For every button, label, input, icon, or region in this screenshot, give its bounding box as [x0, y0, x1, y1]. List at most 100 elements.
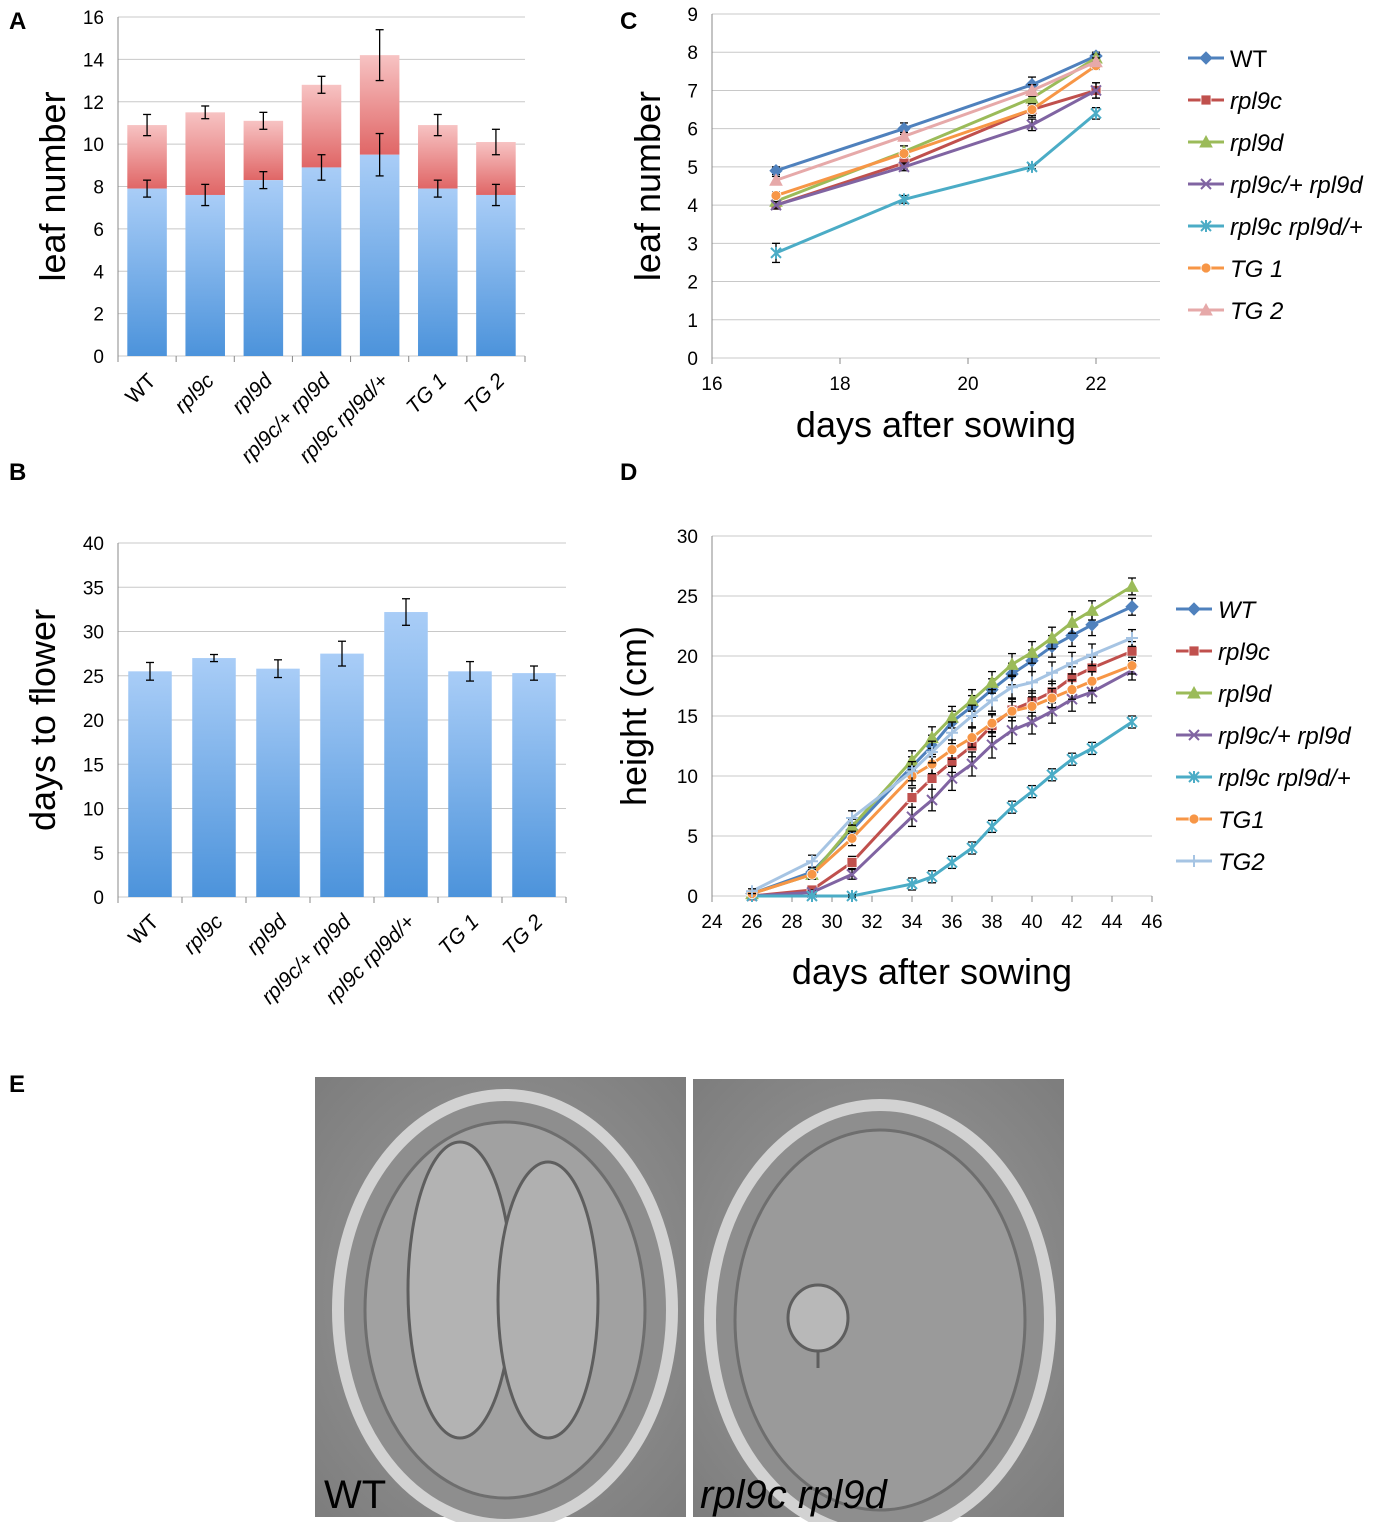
chart-c-series-5-marker-1 [898, 148, 910, 159]
chart-d-series-6-marker-1 [806, 855, 818, 868]
chart-d-series-4-marker-10 [1046, 768, 1058, 781]
chart-c-legend-label-6: TG 2 [1230, 298, 1283, 325]
chart-d-series-6-marker-2 [846, 812, 858, 824]
chart-c-legend-label-4: rpl9c rpl9d/+ [1230, 214, 1363, 241]
chart-d-series-0-marker-13 [1125, 600, 1139, 614]
chart-a-ytick-1: 2 [93, 305, 104, 326]
chart-d-series-1-marker-2 [846, 857, 858, 868]
micrograph-wt: WT [315, 1077, 686, 1522]
chart-c-ytick-9: 9 [687, 5, 698, 26]
chart-c-legend-label-0: WT [1230, 46, 1268, 73]
chart-d-series-2-marker-12 [1085, 603, 1099, 616]
chart-c-series-5-marker-0 [770, 190, 782, 201]
chart-c-ytick-0: 0 [687, 349, 698, 370]
chart-d-series-4-marker-12 [1086, 742, 1098, 755]
chart-a-category-label-6: TG 2 [460, 369, 509, 418]
chart-d-series-3-marker-5 [946, 772, 958, 785]
micrograph-wt-cotyledon-left [406, 1140, 514, 1440]
chart-a-bar-rosette-5 [418, 188, 458, 356]
chart-d-xtick-1: 26 [741, 912, 762, 933]
chart-a-bar-total-2 [243, 120, 284, 181]
chart-c-series-5-marker-2 [1026, 104, 1038, 115]
chart-d-series-6-marker-8 [1006, 681, 1018, 694]
chart-d-series-2-marker-9 [1025, 645, 1039, 658]
chart-c-ytick-6: 6 [687, 120, 698, 141]
chart-c-series-3-marker-3 [1090, 84, 1102, 97]
chart-c-legend-marker-5 [1200, 262, 1212, 274]
chart-a-category-label-2: rpl9d [228, 368, 278, 418]
chart-d-xtick-7: 38 [981, 912, 1002, 933]
chart-d-series-6-marker-7 [986, 694, 998, 707]
chart-d-series-3-marker-3 [906, 811, 918, 823]
chart-a-ytick-3: 6 [93, 220, 104, 241]
chart-c-series-6-marker-1 [897, 129, 911, 142]
chart-d-series-4-marker-7 [986, 820, 998, 833]
chart-d-ytick-1: 5 [687, 827, 698, 848]
chart-c-legend-marker-2 [1199, 134, 1213, 148]
chart-d-series-6-marker-10 [1046, 666, 1058, 679]
chart-d-series-4-marker-8 [1006, 801, 1018, 814]
chart-d-height-lines: 0 5 10 15 20 25 30 24 26 28 30 32 34 36 38 40 42 44 46 WT rp… [613, 527, 1351, 992]
chart-b-ytick-0: 0 [93, 888, 104, 909]
chart-d-series-5-marker-2 [846, 833, 858, 844]
chart-d-series-3-marker-6 [966, 758, 978, 770]
chart-d-xtick-3: 30 [821, 912, 842, 933]
chart-c-series-line-4 [775, 112, 1097, 255]
chart-b-bar-0 [128, 671, 172, 897]
chart-c-legend-marker-6 [1199, 302, 1213, 316]
chart-d-ytick-3: 15 [677, 707, 698, 728]
chart-d-legend-label-6: TG2 [1218, 849, 1265, 876]
chart-d-ytick-2: 10 [677, 767, 698, 788]
chart-b-bar-1 [192, 658, 236, 897]
chart-d-legend-marker-2 [1187, 685, 1201, 699]
chart-c-legend-label-1: rpl9c [1230, 88, 1282, 115]
chart-c-ytick-3: 3 [687, 234, 698, 255]
panel-letter-d: D [620, 459, 637, 486]
chart-d-ytick-6: 30 [677, 527, 698, 548]
panel-letter-b: B [9, 459, 26, 486]
chart-c-series-3-marker-1 [898, 161, 910, 173]
chart-c-series-line-3 [775, 89, 1097, 207]
chart-c-legend-marker-4 [1200, 220, 1212, 232]
panel-letter-a: A [9, 8, 26, 35]
chart-c-series-4-marker-2 [1026, 160, 1038, 173]
chart-b-bar-4 [384, 612, 428, 897]
chart-d-xtick-11: 46 [1141, 912, 1162, 933]
chart-c-ytick-2: 2 [687, 273, 698, 294]
chart-d-series-5-marker-13 [1126, 660, 1138, 671]
chart-d-series-5-marker-6 [966, 732, 978, 743]
chart-d-series-6-marker-6 [966, 710, 978, 722]
chart-d-series-3-marker-12 [1086, 686, 1098, 698]
chart-a-ytick-6: 12 [83, 93, 104, 114]
chart-d-series-6-marker-0 [746, 885, 758, 898]
chart-d-legend-label-5: TG1 [1218, 807, 1265, 834]
chart-d-legend-label-2: rpl9d [1218, 681, 1272, 708]
chart-d-series-4-marker-2 [846, 890, 858, 902]
chart-c-series-line-2 [775, 56, 1097, 203]
chart-d-x-axis-title: days after sowing [792, 951, 1072, 992]
chart-b-ytick-1: 5 [93, 844, 104, 865]
chart-d-series-5-marker-5 [946, 744, 958, 755]
chart-b-ytick-3: 15 [83, 755, 104, 776]
chart-d-series-3-marker-7 [986, 739, 998, 751]
chart-b-category-label-6: TG 2 [498, 910, 547, 959]
chart-d-series-4-marker-3 [906, 878, 918, 890]
chart-c-series-6-marker-0 [769, 173, 783, 186]
chart-d-series-1-marker-13 [1126, 645, 1138, 657]
chart-d-xtick-8: 40 [1021, 912, 1042, 933]
chart-b-category-label-1: rpl9c [179, 910, 228, 959]
panel-letter-c: C [620, 8, 637, 35]
chart-c-legend-marker-3 [1200, 178, 1212, 190]
chart-a-category-label-0: WT [121, 369, 160, 408]
chart-c-ytick-5: 5 [687, 158, 698, 179]
chart-c-legend-label-2: rpl9d [1230, 130, 1284, 157]
chart-d-series-5-marker-7 [986, 717, 998, 729]
chart-d-series-5-marker-11 [1066, 684, 1078, 695]
chart-d-legend-marker-1 [1188, 645, 1200, 657]
chart-d-legend-label-0: WT [1218, 597, 1258, 624]
chart-d-legend-marker-5 [1188, 813, 1200, 825]
chart-c-series-4-marker-3 [1090, 107, 1102, 120]
chart-d-xtick-2: 28 [781, 912, 802, 933]
